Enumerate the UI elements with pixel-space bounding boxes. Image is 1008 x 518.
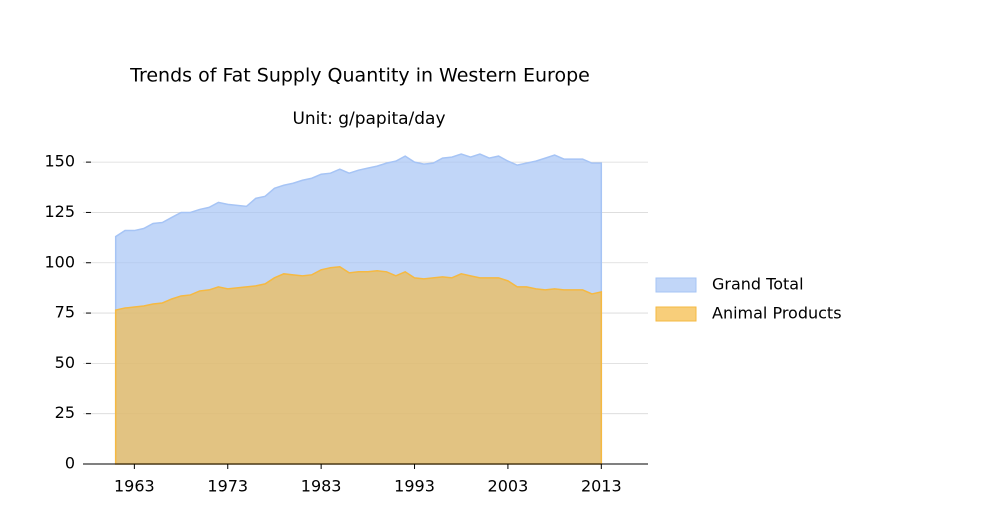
legend-label: Animal Products	[712, 304, 842, 323]
x-tick-label: 1963	[114, 477, 155, 496]
y-tick-label: 50	[55, 353, 75, 372]
x-tick-label: 1993	[394, 477, 435, 496]
y-tick-label: 100	[44, 252, 75, 271]
x-tick-label: 2003	[488, 477, 529, 496]
y-tick-label: 0	[65, 454, 75, 473]
legend-swatch	[655, 277, 697, 293]
y-tick-label: 150	[44, 152, 75, 171]
y-tick-label: 75	[55, 303, 75, 322]
y-tick-label: 25	[55, 403, 75, 422]
chart-title: Trends of Fat Supply Quantity in Western…	[129, 65, 590, 87]
area	[114, 266, 603, 465]
x-tick-label: 2013	[581, 477, 622, 496]
x-tick-label: 1983	[301, 477, 342, 496]
legend-label: Grand Total	[712, 275, 804, 294]
x-tick-label: 1973	[207, 477, 248, 496]
chart-subtitle: Unit: g/papita/day	[292, 109, 445, 129]
y-tick-label: 125	[44, 202, 75, 221]
legend-swatch	[655, 306, 697, 322]
